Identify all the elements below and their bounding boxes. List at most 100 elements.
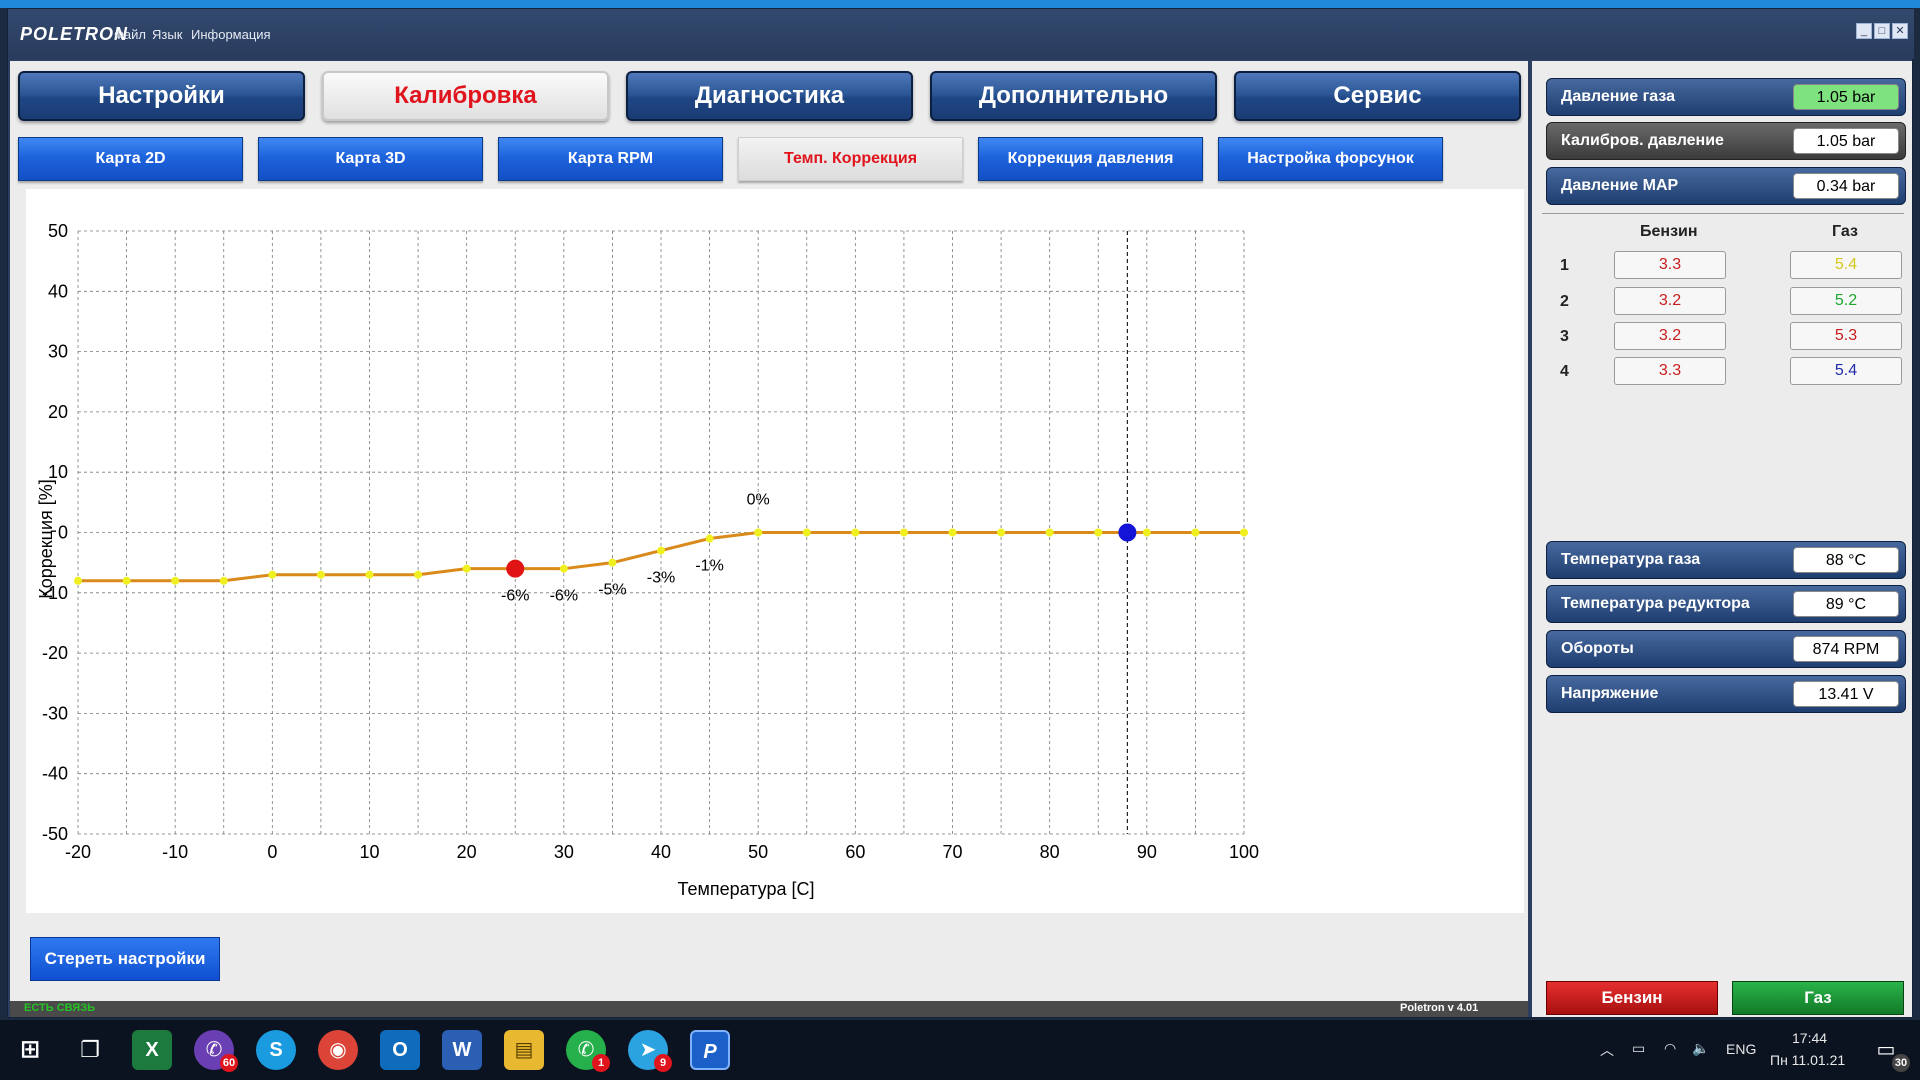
data-label: -3% [647, 570, 675, 587]
notifications-badge: 30 [1892, 1054, 1910, 1072]
clock-time[interactable]: 17:44 [1792, 1030, 1828, 1046]
data-point [1045, 528, 1054, 537]
menu-language[interactable]: Язык [152, 27, 183, 42]
data-point [316, 570, 325, 579]
data-point [657, 546, 665, 555]
network-icon[interactable]: ◠ [1664, 1040, 1677, 1056]
subtab-temp-correction[interactable]: Темп. Коррекция [738, 137, 963, 181]
top-accent-bar [0, 0, 1920, 8]
tab-service[interactable]: Сервис [1234, 71, 1521, 121]
y-tick-label: -40 [42, 764, 68, 784]
gauge-label: Калибров. давление [1561, 132, 1724, 149]
battery-icon[interactable]: ▭ [1632, 1040, 1646, 1056]
divider [1542, 213, 1904, 214]
menu-info[interactable]: Информация [191, 27, 271, 42]
gauge-reducer-temperature: Температура редуктора 89 °C [1546, 585, 1906, 623]
outlook-icon[interactable]: O [380, 1030, 420, 1070]
volume-icon[interactable]: 🔈 [1692, 1040, 1710, 1056]
windows-start-icon[interactable]: ⊞ [19, 1036, 41, 1063]
data-point [122, 576, 131, 585]
data-point [462, 564, 471, 573]
language-indicator[interactable]: ENG [1726, 1041, 1757, 1057]
file-explorer-icon[interactable]: ▤ [504, 1030, 544, 1070]
injector-gas-time: 5.3 [1790, 322, 1902, 350]
taskbar: ⊞ ❐ X ✆ 60 S ◉ O W ▤ ✆ 1 ➤ 9 P ︿ ▭ ◠ 🔈 E… [0, 1020, 1920, 1080]
x-tick-label: 20 [457, 842, 477, 862]
maximize-icon[interactable]: □ [1874, 23, 1890, 39]
subtab-map-3d[interactable]: Карта 3D [258, 137, 483, 181]
x-tick-label: 0 [267, 842, 277, 862]
x-tick-label: 80 [1040, 842, 1060, 862]
clear-settings-button[interactable]: Стереть настройки [30, 937, 220, 981]
gauge-value: 88 °C [1793, 547, 1899, 573]
gas-mode-button[interactable]: Газ [1732, 981, 1904, 1015]
subtab-map-rpm[interactable]: Карта RPM [498, 137, 723, 181]
petrol-marker [506, 559, 525, 578]
injector-gas-time: 5.4 [1790, 251, 1902, 279]
skype-icon[interactable]: S [256, 1030, 296, 1070]
injector-row-number: 2 [1560, 293, 1569, 310]
excel-icon[interactable]: X [132, 1030, 172, 1070]
whatsapp-icon[interactable]: ✆ 1 [566, 1030, 610, 1072]
gauge-value: 1.05 bar [1793, 84, 1899, 110]
tab-settings[interactable]: Настройки [18, 71, 305, 121]
main-panel: Настройки Калибровка Диагностика Дополни… [10, 61, 1528, 1001]
status-bar: ЕСТЬ СВЯЗЬ Poletron v 4.01 [10, 1001, 1528, 1017]
viber-badge: 60 [220, 1054, 238, 1072]
gauge-label: Обороты [1561, 640, 1634, 657]
tray-chevron-icon[interactable]: ︿ [1600, 1042, 1614, 1058]
gauge-calibration-pressure: Калибров. давление 1.05 bar [1546, 122, 1906, 160]
data-label: -6% [501, 588, 529, 605]
data-point [268, 570, 277, 579]
menu-file[interactable]: Файл [114, 27, 146, 42]
injector-gas-time: 5.2 [1790, 287, 1902, 315]
poletron-app-icon[interactable]: P [690, 1030, 730, 1070]
data-point [851, 528, 860, 537]
injector-petrol-time: 3.3 [1614, 357, 1726, 385]
temperature-correction-chart[interactable]: -20 -10 0 10 20 30 40 50 60 70 80 90 100 50 40 30 20 10 0-… [26, 189, 1524, 913]
sensor-panel: Давление газа 1.05 bar Калибров. давлени… [1532, 61, 1912, 1017]
viber-icon[interactable]: ✆ 60 [194, 1030, 238, 1072]
data-point [365, 570, 374, 579]
injector-gas-time: 5.4 [1790, 357, 1902, 385]
y-tick-label: 20 [48, 402, 68, 422]
close-icon[interactable]: ✕ [1892, 23, 1908, 39]
data-point [414, 570, 423, 579]
chrome-icon[interactable]: ◉ [318, 1030, 358, 1070]
gauge-value: 1.05 bar [1793, 128, 1899, 154]
word-icon[interactable]: W [442, 1030, 482, 1070]
gauge-rpm: Обороты 874 RPM [1546, 630, 1906, 668]
chart-svg[interactable]: -20 -10 0 10 20 30 40 50 60 70 80 90 10050403020100-… [26, 189, 1524, 913]
data-label: -6% [550, 588, 578, 605]
subtab-pressure-correction[interactable]: Коррекция давления [978, 137, 1203, 181]
gauge-voltage: Напряжение 13.41 V [1546, 675, 1906, 713]
clock-date[interactable]: Пн 11.01.21 [1770, 1052, 1846, 1068]
minimize-icon[interactable]: _ [1856, 23, 1872, 39]
gauge-value: 89 °C [1793, 591, 1899, 617]
gauge-label: Температура газа [1561, 551, 1701, 568]
x-tick-label: 90 [1137, 842, 1157, 862]
tab-calibration[interactable]: Калибровка [322, 71, 609, 121]
telegram-icon[interactable]: ➤ 9 [628, 1030, 672, 1072]
gauge-gas-temperature: Температура газа 88 °C [1546, 541, 1906, 579]
data-point [997, 528, 1006, 537]
connection-status: ЕСТЬ СВЯЗЬ [24, 1002, 96, 1014]
notifications-icon[interactable]: ▭ 30 [1866, 1030, 1910, 1072]
injector-petrol-time: 3.3 [1614, 251, 1726, 279]
gauge-value: 13.41 V [1793, 681, 1899, 707]
task-view-icon[interactable]: ❐ [80, 1037, 100, 1062]
y-tick-label: 0 [58, 523, 68, 543]
subtab-injector-settings[interactable]: Настройка форсунок [1218, 137, 1443, 181]
tab-diagnostics[interactable]: Диагностика [626, 71, 913, 121]
data-point [948, 528, 957, 537]
x-tick-label: -20 [65, 842, 91, 862]
x-axis-label: Температура [C] [677, 879, 814, 899]
gauge-label: Давление газа [1561, 88, 1676, 105]
subtab-map-2d[interactable]: Карта 2D [18, 137, 243, 181]
data-point [219, 576, 228, 585]
tab-additional[interactable]: Дополнительно [930, 71, 1217, 121]
injector-row-number: 4 [1560, 363, 1569, 380]
data-point [559, 564, 568, 573]
petrol-mode-button[interactable]: Бензин [1546, 981, 1718, 1015]
data-point [802, 528, 811, 537]
